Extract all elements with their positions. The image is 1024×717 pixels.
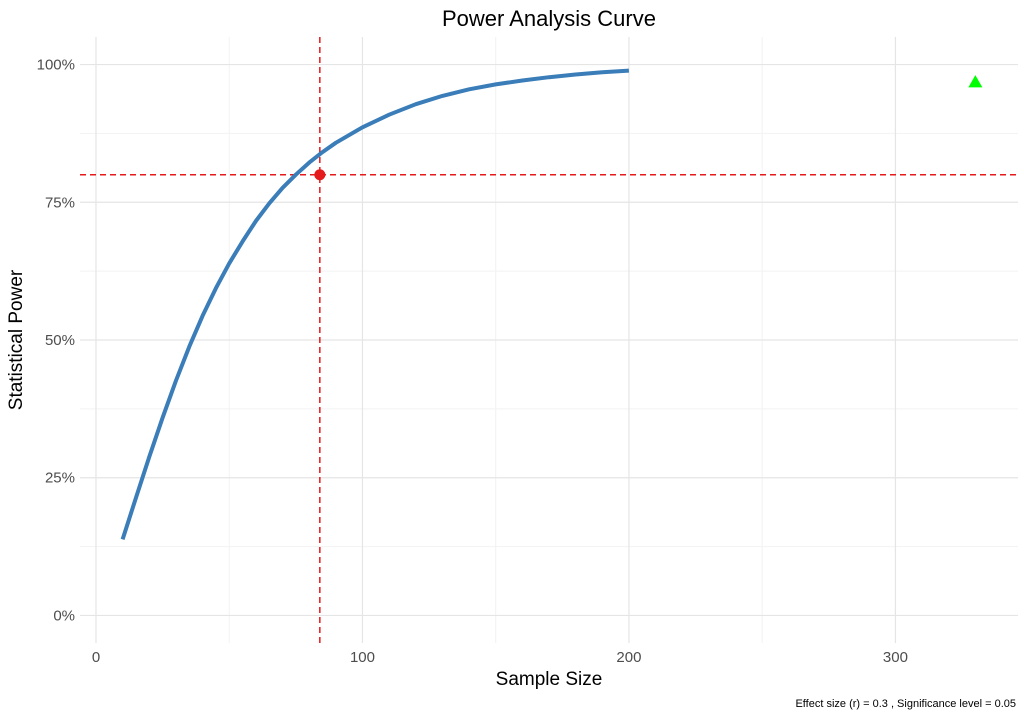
x-tick-label: 100	[350, 649, 375, 666]
chart-title: Power Analysis Curve	[442, 6, 656, 31]
y-tick-label: 50%	[45, 332, 75, 349]
chart-caption: Effect size (r) = 0.3 , Significance lev…	[795, 698, 1016, 710]
triangle-marker	[968, 75, 983, 88]
y-axis-title: Statistical Power	[6, 269, 27, 410]
major-grid	[80, 37, 1018, 643]
x-tick-label: 0	[92, 649, 100, 666]
power-80-marker	[314, 169, 326, 181]
reference-lines	[80, 37, 1018, 643]
y-tick-label: 100%	[37, 57, 75, 74]
minor-grid	[80, 37, 1018, 643]
power-curve-line	[120, 68, 630, 541]
series-group	[120, 68, 630, 541]
y-tick-label: 75%	[45, 194, 75, 211]
y-axis-ticks: 0% 25% 50% 75% 100%	[37, 57, 75, 625]
x-tick-label: 200	[616, 649, 641, 666]
points-group	[314, 75, 983, 181]
y-tick-label: 25%	[45, 470, 75, 487]
x-axis-title: Sample Size	[496, 669, 603, 690]
y-tick-label: 0%	[53, 607, 75, 624]
x-tick-label: 300	[883, 649, 908, 666]
x-axis-ticks: 0 100 200 300	[92, 649, 908, 666]
